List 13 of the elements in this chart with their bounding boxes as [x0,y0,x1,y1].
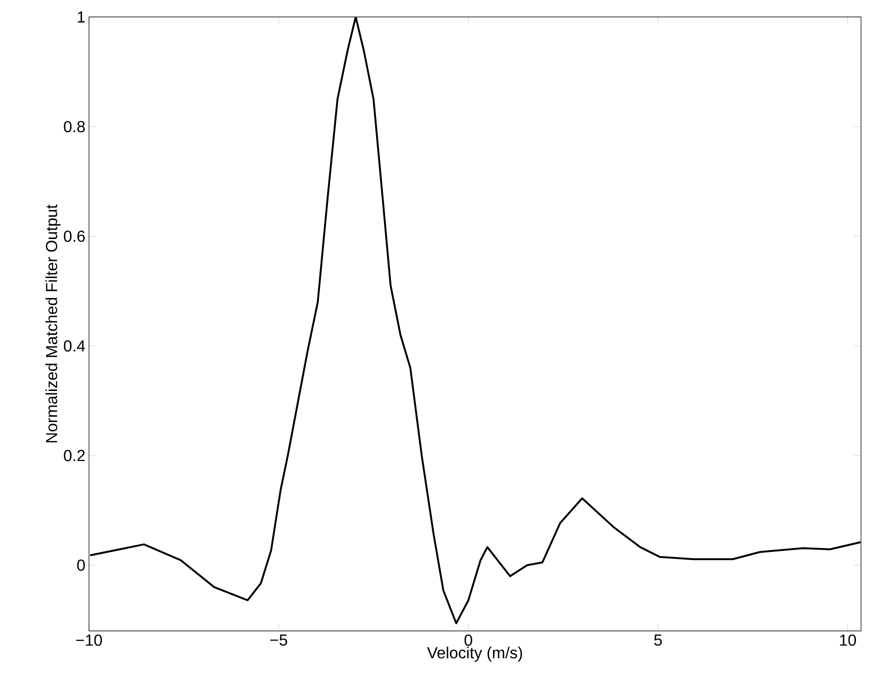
y-tick-label: 0.4 [64,340,86,352]
x-tick-label: −5 [270,634,288,646]
y-axis-title: Normalized Matched Filter Output [45,204,60,442]
y-tick-label: 0.2 [64,450,85,462]
x-tick-label: 10 [840,634,856,646]
y-tick-label: 0 [77,560,85,571]
x-tick-label: 0 [464,634,472,646]
y-tick-label: 1 [78,11,85,22]
y-tick-label: 0.6 [64,230,85,242]
x-tick-label: −10 [76,634,102,646]
x-axis-title: Velocity (m/s) [427,646,522,662]
y-tick-label: 0.8 [64,120,85,132]
x-tick-label: 5 [654,634,662,646]
